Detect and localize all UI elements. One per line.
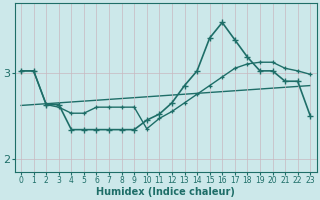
X-axis label: Humidex (Indice chaleur): Humidex (Indice chaleur) — [96, 187, 235, 197]
